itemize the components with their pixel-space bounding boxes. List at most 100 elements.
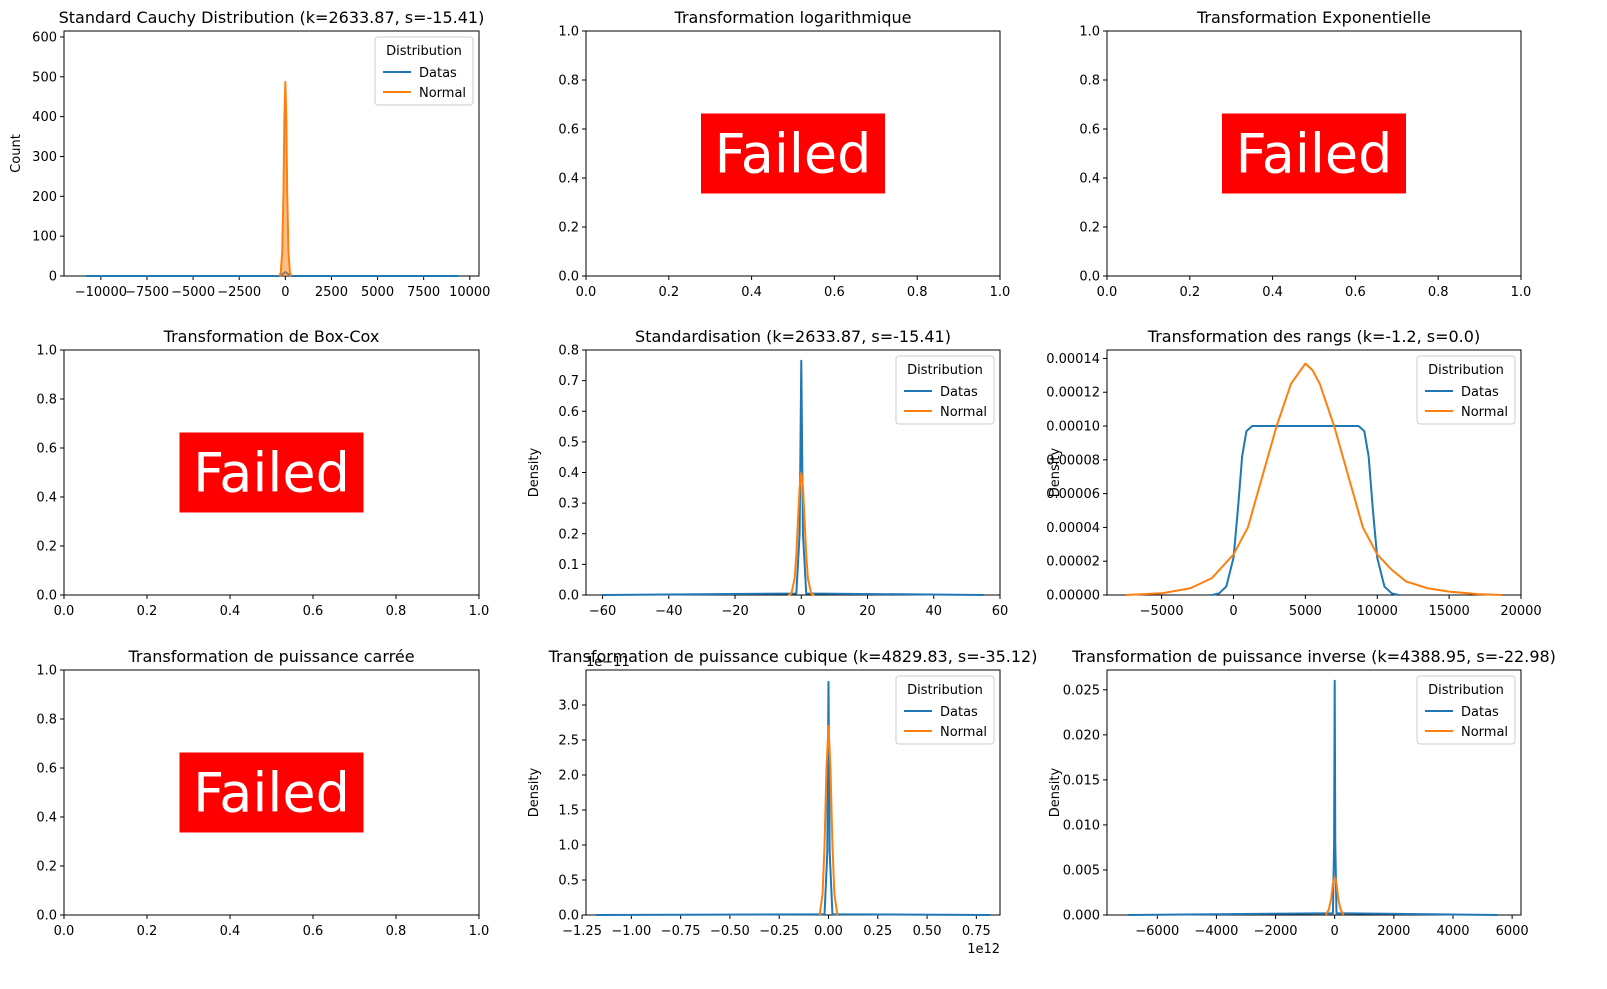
x-tick-label: 0.4 [220, 604, 241, 619]
legend-title: Distribution [1428, 683, 1504, 698]
series-datas-line [1211, 425, 1400, 596]
y-axis-label: Density [527, 767, 542, 817]
failed-box [179, 432, 364, 513]
x-tick-label: 0.4 [220, 924, 241, 939]
y-axis-label: Count [9, 134, 24, 173]
subplot-7: Transformation de puissance carrée 0.0 0.2… [36, 647, 489, 939]
failed-label: Failed [193, 442, 350, 505]
x-tick-label: 15000 [1428, 604, 1469, 619]
x-tick-label: 0.4 [741, 285, 762, 300]
subplot-title: Transformation de puissance cubique (k=4… [548, 647, 1038, 666]
y-tick-label: 0.025 [1063, 683, 1100, 698]
x-tick-label: 0.6 [303, 924, 324, 939]
y-tick-label: 0.2 [558, 527, 579, 542]
legend-title: Distribution [386, 44, 462, 59]
y-tick-label: 0.00006 [1046, 487, 1100, 502]
subplot-title: Transformation de Box-Cox [163, 327, 380, 346]
y-axis-label: Density [527, 447, 542, 497]
x-tick-label: 10000 [449, 285, 490, 300]
y-tick-label: 0.1 [558, 558, 579, 573]
subplot-2: Transformation logarithmique 0.0 0.2 0.4 0.6… [558, 8, 1010, 300]
x-tick-label: 0.8 [386, 604, 407, 619]
subplot-title: Transformation logarithmique [674, 8, 912, 27]
legend-entry-datas: Datas [1461, 705, 1499, 720]
subplot-title: Standardisation (k=2633.87, s=-15.41) [635, 327, 951, 346]
series-normal-line [818, 725, 839, 916]
x-tick-label: −0.75 [661, 924, 701, 939]
legend-box [895, 675, 995, 745]
legend-box [1416, 355, 1516, 425]
y-tick-label: 1.0 [36, 344, 57, 359]
x-tick-label: −40 [655, 604, 682, 619]
y-tick-label: 1.0 [1079, 25, 1100, 40]
x-tick-label: 2000 [1377, 924, 1410, 939]
series-normal-fill [279, 81, 292, 277]
y-tick-label: 0.010 [1063, 818, 1100, 833]
y-tick-label: 0.00004 [1046, 521, 1100, 536]
x-tick-label: 1.0 [469, 604, 490, 619]
y-tick-label: 300 [32, 150, 57, 165]
x-tick-label: −20 [721, 604, 748, 619]
x-tick-label: 0.0 [1097, 285, 1118, 300]
x-tick-label: −60 [589, 604, 616, 619]
y-tick-label: 0.6 [36, 442, 57, 457]
y-tick-label: 0.0 [1079, 270, 1100, 285]
x-tick-label: 0.2 [137, 924, 158, 939]
y-tick-label: 0.00014 [1046, 352, 1100, 367]
y-tick-label: 0.4 [558, 172, 579, 187]
y-tick-label: 0.8 [558, 74, 579, 89]
legend-entry-normal: Normal [419, 86, 466, 101]
series-normal-line [1125, 362, 1503, 596]
legend-box [895, 355, 995, 425]
y-tick-label: 2.5 [558, 734, 579, 749]
series-datas-line [1127, 679, 1498, 916]
x-tick-label: 0 [797, 604, 805, 619]
x-tick-label: 0.75 [962, 924, 991, 939]
y-tick-label: 0.4 [36, 811, 57, 826]
y-tick-label: 0.0 [36, 909, 57, 924]
x-tick-label: 0.4 [1262, 285, 1283, 300]
series-normal-line [278, 80, 293, 277]
y-axis-label: Density [1048, 767, 1063, 817]
subplot-title: Transformation de puissance inverse (k=4… [1071, 647, 1556, 666]
legend: Distribution Datas Normal [895, 355, 995, 425]
subplot-6: Transformation des rangs (k=-1.2, s=0.0)… [1046, 327, 1541, 619]
series-datas-line [595, 680, 991, 916]
y-tick-label: 0.00012 [1046, 386, 1100, 401]
x-tick-label: 0.8 [1428, 285, 1449, 300]
legend-entry-datas: Datas [940, 385, 978, 400]
subplot-title: Standard Cauchy Distribution (k=2633.87,… [59, 8, 485, 27]
series-normal-line [1324, 876, 1345, 916]
subplot-5: Standardisation (k=2633.87, s=-15.41) −60… [527, 327, 1008, 619]
y-tick-label: 0.4 [36, 491, 57, 506]
y-tick-label: 400 [32, 110, 57, 125]
y-tick-label: 0.0 [558, 909, 579, 924]
failed-box [179, 752, 364, 833]
legend-entry-normal: Normal [1461, 725, 1508, 740]
y-tick-label: 0.5 [558, 874, 579, 889]
x-tick-label: 0 [1331, 924, 1339, 939]
x-tick-label: 0.0 [54, 924, 75, 939]
x-tick-label: 0.2 [137, 604, 158, 619]
y-tick-label: 0.00000 [1046, 589, 1100, 604]
y-axis-label: Density [1048, 447, 1063, 497]
y-tick-label: 100 [32, 230, 57, 245]
x-tick-label: 0 [1229, 604, 1237, 619]
legend: Distribution Datas Normal [1416, 675, 1516, 745]
x-tick-label: 0.25 [863, 924, 892, 939]
x-tick-label: 0.0 [54, 604, 75, 619]
legend-entry-datas: Datas [940, 705, 978, 720]
legend-entry-normal: Normal [940, 725, 987, 740]
y-tick-label: 0.00002 [1046, 555, 1100, 570]
y-tick-label: 0.8 [36, 393, 57, 408]
legend-box [374, 36, 474, 106]
x-tick-label: 0.6 [303, 604, 324, 619]
x-tick-label: 5000 [1289, 604, 1322, 619]
x-tick-label: 5000 [361, 285, 394, 300]
y-tick-label: 0.6 [1079, 123, 1100, 138]
subplot-8: Transformation de puissance cubique (k=4… [527, 647, 1037, 957]
failed-label: Failed [1236, 123, 1393, 186]
x-tick-label: −4000 [1194, 924, 1238, 939]
legend-entry-datas: Datas [1461, 385, 1499, 400]
legend-box [1416, 675, 1516, 745]
